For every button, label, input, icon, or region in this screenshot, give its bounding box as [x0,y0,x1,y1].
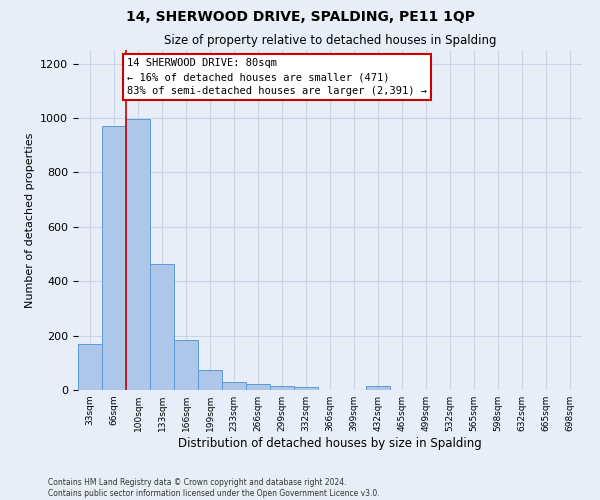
Text: 14 SHERWOOD DRIVE: 80sqm
← 16% of detached houses are smaller (471)
83% of semi-: 14 SHERWOOD DRIVE: 80sqm ← 16% of detach… [127,58,427,96]
Bar [366,386,390,390]
Bar [246,384,270,390]
Bar [150,264,174,390]
X-axis label: Distribution of detached houses by size in Spalding: Distribution of detached houses by size … [178,437,482,450]
Bar [198,370,222,390]
Bar [222,382,246,390]
Bar [174,340,198,390]
Bar [294,388,318,390]
Title: Size of property relative to detached houses in Spalding: Size of property relative to detached ho… [164,34,496,48]
Bar [270,386,294,390]
Bar [102,126,126,390]
Bar [126,120,150,390]
Text: Contains HM Land Registry data © Crown copyright and database right 2024.
Contai: Contains HM Land Registry data © Crown c… [48,478,380,498]
Text: 14, SHERWOOD DRIVE, SPALDING, PE11 1QP: 14, SHERWOOD DRIVE, SPALDING, PE11 1QP [125,10,475,24]
Bar [78,344,102,390]
Y-axis label: Number of detached properties: Number of detached properties [25,132,35,308]
